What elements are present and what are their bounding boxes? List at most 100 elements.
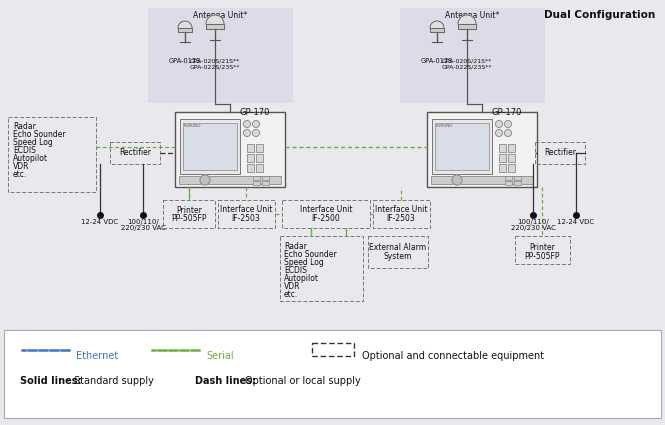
Text: Autopilot: Autopilot xyxy=(13,154,48,163)
Text: Rectifier: Rectifier xyxy=(544,148,576,157)
Bar xyxy=(175,112,285,187)
Text: Serial: Serial xyxy=(206,351,233,361)
Text: GPA-022S/23S**: GPA-022S/23S** xyxy=(190,64,240,69)
Bar xyxy=(508,164,515,172)
Text: GPA-017S: GPA-017S xyxy=(421,58,453,64)
Bar xyxy=(4,330,661,418)
Bar xyxy=(514,176,521,180)
Polygon shape xyxy=(206,24,224,29)
Bar xyxy=(179,176,281,184)
Bar xyxy=(435,123,489,170)
Text: 12-24 VDC: 12-24 VDC xyxy=(557,219,595,225)
Text: GPA-020S/21S**: GPA-020S/21S** xyxy=(442,58,492,63)
Text: GPA-022S/23S**: GPA-022S/23S** xyxy=(442,64,492,69)
Bar xyxy=(247,164,254,172)
Text: Printer: Printer xyxy=(529,243,555,252)
Text: Rectifier: Rectifier xyxy=(119,148,151,157)
Text: Autopilot: Autopilot xyxy=(284,274,319,283)
Bar xyxy=(183,123,237,170)
Text: FURUNO: FURUNO xyxy=(459,20,475,24)
Text: Radar: Radar xyxy=(284,242,307,251)
Polygon shape xyxy=(206,15,224,24)
Text: VDR: VDR xyxy=(13,162,29,171)
Bar xyxy=(262,181,269,185)
Text: FURUNO: FURUNO xyxy=(436,124,454,128)
Polygon shape xyxy=(430,28,444,32)
Bar xyxy=(256,164,263,172)
Bar xyxy=(508,154,515,162)
Bar xyxy=(253,181,260,185)
Text: Antenna Unit*: Antenna Unit* xyxy=(193,11,247,20)
Bar xyxy=(499,144,506,152)
Text: ECDIS: ECDIS xyxy=(13,146,36,155)
Text: 12-24 VDC: 12-24 VDC xyxy=(81,219,118,225)
Text: Echo Sounder: Echo Sounder xyxy=(13,130,66,139)
Text: GP-170: GP-170 xyxy=(491,108,522,117)
Text: IF-2503: IF-2503 xyxy=(386,214,416,223)
Text: etc.: etc. xyxy=(284,290,298,299)
Text: Interface Unit: Interface Unit xyxy=(219,205,272,214)
Bar xyxy=(253,176,260,180)
Circle shape xyxy=(200,175,210,185)
Text: IF-2500: IF-2500 xyxy=(312,214,340,223)
Bar xyxy=(400,8,545,103)
Text: PP-505FP: PP-505FP xyxy=(172,214,207,223)
Circle shape xyxy=(243,130,251,136)
Text: Interface Unit: Interface Unit xyxy=(300,205,352,214)
Text: Dual Configuration: Dual Configuration xyxy=(544,10,655,20)
Bar xyxy=(499,154,506,162)
Text: Interface Unit: Interface Unit xyxy=(375,205,427,214)
Bar xyxy=(505,176,512,180)
Text: Antenna Unit*: Antenna Unit* xyxy=(445,11,499,20)
Text: FURUNO: FURUNO xyxy=(184,124,201,128)
Polygon shape xyxy=(458,24,476,29)
Polygon shape xyxy=(458,15,476,24)
Bar xyxy=(432,119,492,174)
Bar xyxy=(180,119,240,174)
Circle shape xyxy=(253,130,259,136)
Text: Standard supply: Standard supply xyxy=(74,376,154,386)
Bar xyxy=(247,154,254,162)
Bar xyxy=(148,8,293,103)
Circle shape xyxy=(243,121,251,128)
Text: Optional or local supply: Optional or local supply xyxy=(245,376,360,386)
Text: Speed Log: Speed Log xyxy=(284,258,324,267)
Text: 220/230 VAC: 220/230 VAC xyxy=(120,225,166,231)
Circle shape xyxy=(505,130,511,136)
Bar xyxy=(427,112,537,187)
Bar xyxy=(499,164,506,172)
Text: Dash lines:: Dash lines: xyxy=(195,376,256,386)
Text: GPA-020S/21S**: GPA-020S/21S** xyxy=(190,58,240,63)
Circle shape xyxy=(495,130,503,136)
Polygon shape xyxy=(178,21,192,28)
Bar xyxy=(256,144,263,152)
Text: Echo Sounder: Echo Sounder xyxy=(284,250,336,259)
Text: External Alarm: External Alarm xyxy=(370,243,426,252)
Text: PP-505FP: PP-505FP xyxy=(524,252,560,261)
Bar xyxy=(247,144,254,152)
Text: Optional and connectable equipment: Optional and connectable equipment xyxy=(362,351,544,361)
Bar xyxy=(262,176,269,180)
Text: System: System xyxy=(384,252,412,261)
Text: Radar: Radar xyxy=(13,122,36,131)
Circle shape xyxy=(253,121,259,128)
Polygon shape xyxy=(178,28,192,32)
Circle shape xyxy=(495,121,503,128)
Text: GP-170: GP-170 xyxy=(239,108,270,117)
Text: 220/230 VAC: 220/230 VAC xyxy=(511,225,555,231)
Text: ECDIS: ECDIS xyxy=(284,266,307,275)
Text: 100/110/: 100/110/ xyxy=(517,219,549,225)
Text: etc.: etc. xyxy=(13,170,27,179)
Text: IF-2503: IF-2503 xyxy=(231,214,261,223)
Text: Ethernet: Ethernet xyxy=(76,351,118,361)
Text: 100/110/: 100/110/ xyxy=(127,219,159,225)
Text: GPA-017S: GPA-017S xyxy=(169,58,201,64)
Bar xyxy=(505,181,512,185)
Bar xyxy=(508,144,515,152)
Circle shape xyxy=(452,175,462,185)
Bar xyxy=(431,176,533,184)
Bar xyxy=(514,181,521,185)
Text: Printer: Printer xyxy=(176,206,202,215)
Text: Speed Log: Speed Log xyxy=(13,138,53,147)
Text: Solid lines:: Solid lines: xyxy=(20,376,82,386)
